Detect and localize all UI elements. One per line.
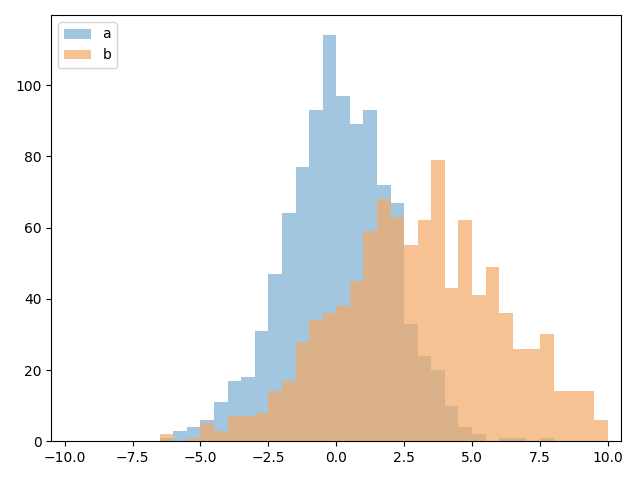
Bar <box>390 203 404 441</box>
Legend: a, b: a, b <box>58 22 117 68</box>
Bar <box>173 431 187 441</box>
Bar <box>160 438 173 441</box>
Bar <box>350 281 364 441</box>
Bar <box>241 377 255 441</box>
Bar <box>486 267 499 441</box>
Bar <box>458 427 472 441</box>
Bar <box>255 413 268 441</box>
Bar <box>187 427 200 441</box>
Bar <box>336 96 350 441</box>
Bar <box>404 245 418 441</box>
Bar <box>282 213 296 441</box>
Bar <box>364 110 377 441</box>
Bar <box>255 331 268 441</box>
Bar <box>228 381 241 441</box>
Bar <box>499 313 513 441</box>
Bar <box>445 406 458 441</box>
Bar <box>431 370 445 441</box>
Bar <box>390 217 404 441</box>
Bar <box>540 335 554 441</box>
Bar <box>241 416 255 441</box>
Bar <box>200 420 214 441</box>
Bar <box>228 416 241 441</box>
Bar <box>595 420 608 441</box>
Bar <box>309 320 323 441</box>
Bar <box>377 185 390 441</box>
Bar <box>187 438 200 441</box>
Bar <box>526 348 540 441</box>
Bar <box>296 342 309 441</box>
Bar <box>445 288 458 441</box>
Bar <box>282 381 296 441</box>
Bar <box>160 434 173 441</box>
Bar <box>404 324 418 441</box>
Bar <box>472 295 486 441</box>
Bar <box>200 423 214 441</box>
Bar <box>499 438 513 441</box>
Bar <box>214 431 228 441</box>
Bar <box>418 220 431 441</box>
Bar <box>540 438 554 441</box>
Bar <box>323 313 336 441</box>
Bar <box>336 306 350 441</box>
Bar <box>323 36 336 441</box>
Bar <box>268 274 282 441</box>
Bar <box>567 391 580 441</box>
Bar <box>350 124 364 441</box>
Bar <box>214 402 228 441</box>
Bar <box>377 199 390 441</box>
Bar <box>580 391 595 441</box>
Bar <box>554 391 567 441</box>
Bar <box>431 160 445 441</box>
Bar <box>268 391 282 441</box>
Bar <box>472 434 486 441</box>
Bar <box>296 167 309 441</box>
Bar <box>513 438 526 441</box>
Bar <box>309 110 323 441</box>
Bar <box>418 356 431 441</box>
Bar <box>458 220 472 441</box>
Bar <box>513 348 526 441</box>
Bar <box>364 231 377 441</box>
